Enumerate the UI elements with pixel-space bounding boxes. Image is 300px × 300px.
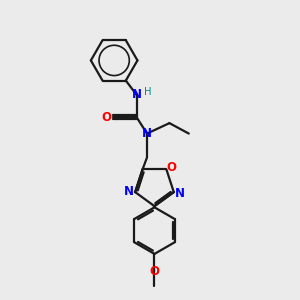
Text: O: O <box>167 160 177 173</box>
Text: N: N <box>175 187 185 200</box>
Text: O: O <box>149 265 160 278</box>
Text: N: N <box>142 127 152 140</box>
Text: O: O <box>101 111 111 124</box>
Text: N: N <box>132 88 142 101</box>
Text: H: H <box>144 87 152 97</box>
Text: N: N <box>124 185 134 198</box>
